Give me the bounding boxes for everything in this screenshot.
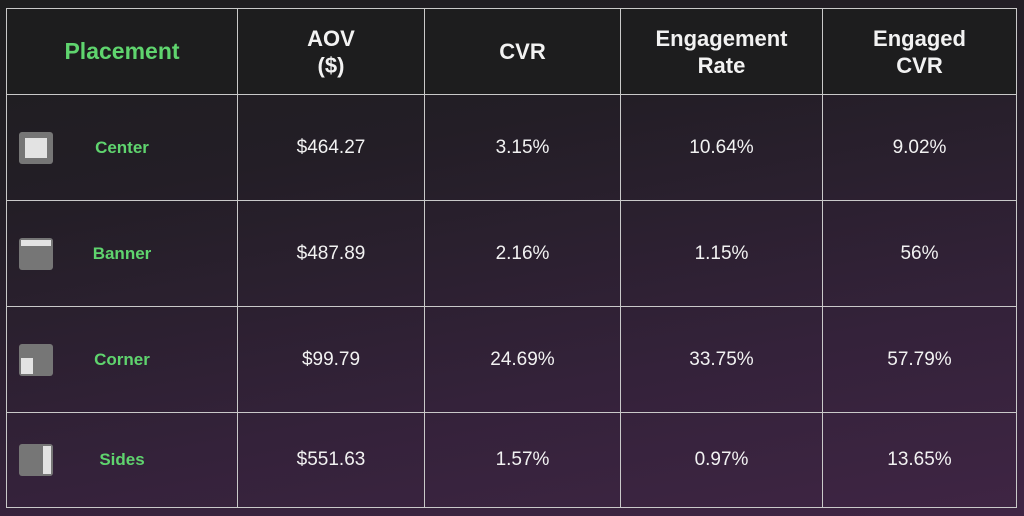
table-row: Center $464.27 3.15% 10.64% 9.02% xyxy=(6,94,1017,201)
placement-name: Corner xyxy=(94,349,150,369)
cvr-cell: 3.15% xyxy=(424,94,621,201)
header-aov-line2: ($) xyxy=(317,52,345,78)
placement-cell: Sides xyxy=(6,412,238,508)
engagement-rate-cell: 33.75% xyxy=(620,306,823,413)
placement-corner-icon xyxy=(19,343,53,376)
engaged-cvr-cell: 13.65% xyxy=(822,412,1017,508)
placement-cell: Banner xyxy=(6,200,238,307)
placement-name: Sides xyxy=(99,450,145,469)
engaged-cvr-cell: 57.79% xyxy=(822,306,1017,413)
placement-cell: Corner xyxy=(6,306,238,413)
engagement-rate-cell: 0.97% xyxy=(620,412,823,508)
engagement-rate-cell: 10.64% xyxy=(620,94,823,201)
header-aov-line1: AOV xyxy=(307,25,355,51)
header-engaged-cvr: Engaged CVR xyxy=(822,8,1017,95)
aov-cell: $464.27 xyxy=(237,94,425,201)
engagement-rate-cell: 1.15% xyxy=(620,200,823,307)
aov-cell: $99.79 xyxy=(237,306,425,413)
table-row: Corner $99.79 24.69% 33.75% 57.79% xyxy=(6,306,1017,413)
table-row: Sides $551.63 1.57% 0.97% 13.65% xyxy=(6,412,1017,508)
placement-sides-icon xyxy=(19,444,53,476)
header-aov: AOV ($) xyxy=(237,8,425,95)
header-er-line1: Engagement xyxy=(655,25,788,51)
engaged-cvr-cell: 56% xyxy=(822,200,1017,307)
cvr-cell: 24.69% xyxy=(424,306,621,413)
placement-name: Center xyxy=(95,137,149,157)
table-row: Banner $487.89 2.16% 1.15% 56% xyxy=(6,200,1017,307)
placement-cell: Center xyxy=(6,94,238,201)
cvr-cell: 1.57% xyxy=(424,412,621,508)
placement-center-icon xyxy=(19,131,53,164)
header-er-line2: Rate xyxy=(697,52,746,78)
engaged-cvr-cell: 9.02% xyxy=(822,94,1017,201)
cvr-cell: 2.16% xyxy=(424,200,621,307)
header-cvr: CVR xyxy=(424,8,621,95)
header-ecvr-line1: Engaged xyxy=(873,25,966,51)
placement-metrics-table: Placement AOV ($) CVR Engagement Rate Enga… xyxy=(6,8,1017,508)
header-row: Placement AOV ($) CVR Engagement Rate Enga… xyxy=(6,8,1017,95)
header-engagement-rate: Engagement Rate xyxy=(620,8,823,95)
header-ecvr-line2: CVR xyxy=(896,52,943,78)
header-placement: Placement xyxy=(6,8,238,95)
aov-cell: $487.89 xyxy=(237,200,425,307)
placement-banner-icon xyxy=(19,237,53,270)
aov-cell: $551.63 xyxy=(237,412,425,508)
placement-name: Banner xyxy=(92,243,152,263)
